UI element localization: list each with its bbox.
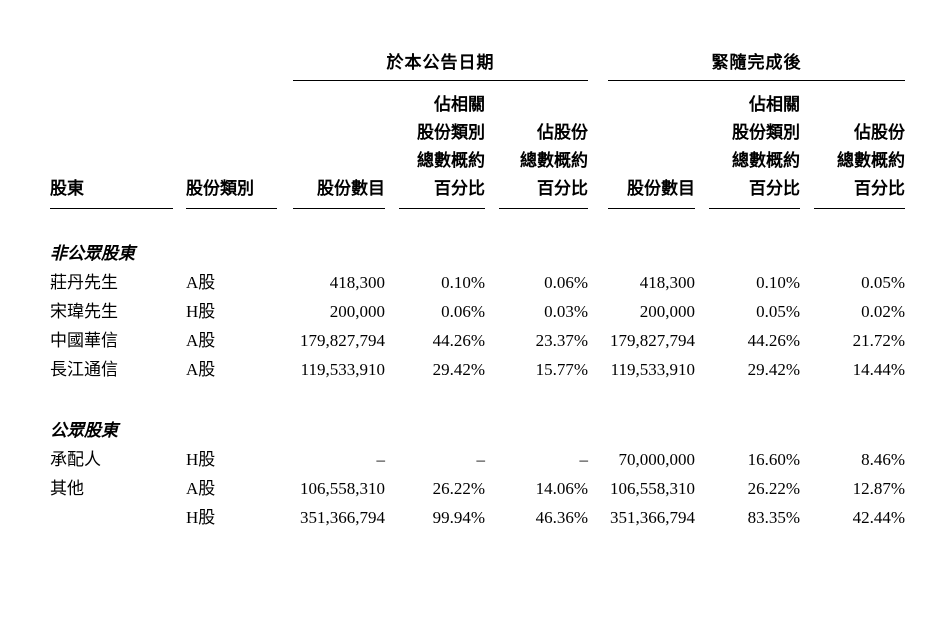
group-header-row: 於本公告日期 緊隨完成後 xyxy=(50,53,905,81)
pct-class-before: 99.94% xyxy=(432,508,485,527)
pct-total-before: 0.06% xyxy=(544,273,588,292)
group-title-after: 緊隨完成後 xyxy=(608,53,905,81)
col-header-share-class: 股份類別 xyxy=(186,81,293,209)
pct-class-before: 26.22% xyxy=(432,479,485,498)
pct-class-before: 29.42% xyxy=(432,360,485,379)
pct-total-after: 0.02% xyxy=(861,302,905,321)
pct-class-after: 16.60% xyxy=(747,450,800,469)
shares-after: 200,000 xyxy=(639,302,695,321)
announcement-page: 於本公告日期 緊隨完成後 股東 股份類別 股份數目 xyxy=(0,53,931,622)
share-class: A股 xyxy=(186,479,216,498)
shareholder-name: 莊丹先生 xyxy=(50,273,118,292)
pct-class-after: 29.42% xyxy=(747,360,800,379)
section-title: 公眾股東 xyxy=(50,421,118,440)
shares-before: 200,000 xyxy=(329,302,385,321)
shares-after: 179,827,794 xyxy=(610,331,695,350)
pct-class-before: – xyxy=(476,450,486,469)
shares-before: – xyxy=(376,450,386,469)
shares-before: 179,827,794 xyxy=(300,331,385,350)
share-class: H股 xyxy=(186,302,216,321)
table-row: 長江通信 A股 119,533,910 29.42% 15.77% 119,53… xyxy=(50,355,905,384)
share-class: H股 xyxy=(186,508,216,527)
shares-after: 418,300 xyxy=(639,273,695,292)
col-header-shares-after: 股份數目 xyxy=(608,81,695,209)
pct-class-before: 44.26% xyxy=(432,331,485,350)
col-header-pct-total-after: 佔股份 總數概約 百分比 xyxy=(800,81,905,209)
shareholder-name: 中國華信 xyxy=(50,331,118,350)
shares-after: 106,558,310 xyxy=(610,479,695,498)
shares-before: 106,558,310 xyxy=(300,479,385,498)
section-title-row-non-public: 非公眾股東 xyxy=(50,239,905,268)
shareholding-table: 於本公告日期 緊隨完成後 股東 股份類別 股份數目 xyxy=(50,53,905,532)
shareholder-name: 承配人 xyxy=(50,450,101,469)
pct-total-before: 14.06% xyxy=(535,479,588,498)
pct-class-before: 0.10% xyxy=(441,273,485,292)
share-class: A股 xyxy=(186,331,216,350)
col-header-shareholder: 股東 xyxy=(50,81,186,209)
shares-before: 418,300 xyxy=(329,273,385,292)
group-title-before: 於本公告日期 xyxy=(293,53,588,81)
pct-total-after: 14.44% xyxy=(852,360,905,379)
shareholder-name: 宋瑋先生 xyxy=(50,302,118,321)
col-header-pct-total-before: 佔股份 總數概約 百分比 xyxy=(485,81,588,209)
pct-total-after: 12.87% xyxy=(852,479,905,498)
col-header-shares-before: 股份數目 xyxy=(293,81,385,209)
pct-class-after: 44.26% xyxy=(747,331,800,350)
pct-total-before: 46.36% xyxy=(535,508,588,527)
table-row: 宋瑋先生 H股 200,000 0.06% 0.03% 200,000 0.05… xyxy=(50,297,905,326)
shareholder-name: 長江通信 xyxy=(50,360,118,379)
column-header-row: 股東 股份類別 股份數目 佔相關 股份類別 總數概約 百分比 xyxy=(50,81,905,209)
pct-total-after: 42.44% xyxy=(852,508,905,527)
pct-total-after: 21.72% xyxy=(852,331,905,350)
pct-class-before: 0.06% xyxy=(441,302,485,321)
shares-after: 119,533,910 xyxy=(610,360,695,379)
section-title: 非公眾股東 xyxy=(50,244,135,263)
share-class: H股 xyxy=(186,450,216,469)
pct-total-before: 23.37% xyxy=(535,331,588,350)
col-header-pct-class-before: 佔相關 股份類別 總數概約 百分比 xyxy=(385,81,485,209)
table-row: H股 351,366,794 99.94% 46.36% 351,366,794… xyxy=(50,503,905,532)
pct-class-after: 83.35% xyxy=(747,508,800,527)
shares-before: 119,533,910 xyxy=(300,360,385,379)
pct-class-after: 0.10% xyxy=(756,273,800,292)
shares-before: 351,366,794 xyxy=(300,508,385,527)
shareholder-name xyxy=(50,503,186,532)
pct-total-after: 0.05% xyxy=(861,273,905,292)
table-row: 莊丹先生 A股 418,300 0.10% 0.06% 418,300 0.10… xyxy=(50,268,905,297)
table-row: 其他 A股 106,558,310 26.22% 14.06% 106,558,… xyxy=(50,474,905,503)
share-class: A股 xyxy=(186,273,216,292)
pct-total-after: 8.46% xyxy=(861,450,905,469)
shares-after: 70,000,000 xyxy=(618,450,696,469)
spacer-row xyxy=(50,384,905,416)
pct-total-before: – xyxy=(579,450,589,469)
pct-total-before: 0.03% xyxy=(544,302,588,321)
pct-total-before: 15.77% xyxy=(535,360,588,379)
pct-class-after: 26.22% xyxy=(747,479,800,498)
section-title-row-public: 公眾股東 xyxy=(50,416,905,445)
shareholder-name: 其他 xyxy=(50,479,84,498)
share-class: A股 xyxy=(186,360,216,379)
pct-class-after: 0.05% xyxy=(756,302,800,321)
shares-after: 351,366,794 xyxy=(610,508,695,527)
table-row: 中國華信 A股 179,827,794 44.26% 23.37% 179,82… xyxy=(50,326,905,355)
spacer-row xyxy=(50,209,905,239)
col-header-pct-class-after: 佔相關 股份類別 總數概約 百分比 xyxy=(695,81,800,209)
table-row: 承配人 H股 – – – 70,000,000 16.60% 8.46% xyxy=(50,445,905,474)
